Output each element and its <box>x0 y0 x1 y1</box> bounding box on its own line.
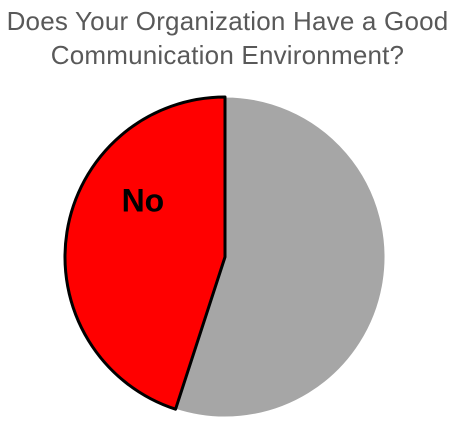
pie-label-no: No <box>122 183 165 219</box>
chart-title-line-2: Communication Environment? <box>50 40 405 70</box>
pie-labels: No <box>122 183 165 219</box>
pie-slices <box>63 95 386 418</box>
chart-title-line-1: Does Your Organization Have a Good <box>6 6 449 36</box>
chart-title: Does Your Organization Have a Good Commu… <box>0 4 455 72</box>
pie-slice-no <box>63 95 227 411</box>
pie-slice-unlabeled <box>174 96 386 418</box>
